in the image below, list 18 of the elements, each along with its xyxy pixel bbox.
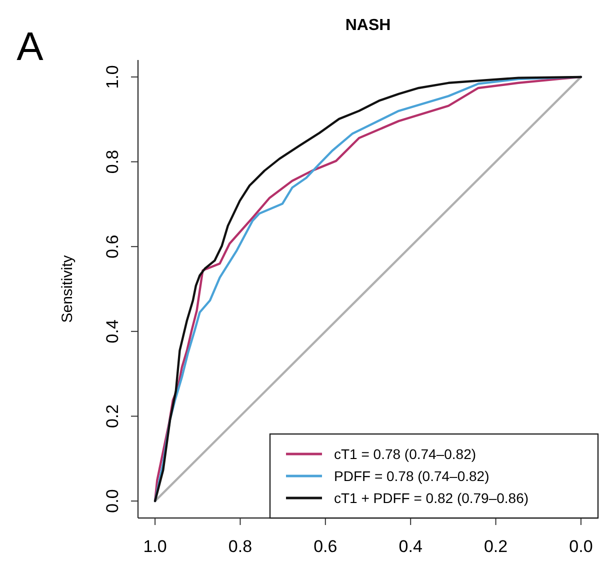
y-tick-label: 0.0 (103, 489, 122, 513)
y-axis-title: Sensitivity (59, 254, 76, 323)
x-tick-label: 1.0 (143, 537, 167, 556)
legend-label: cT1 + PDFF = 0.82 (0.79–0.86) (334, 490, 529, 506)
y-tick-label: 0.6 (103, 234, 122, 258)
y-tick-label: 0.2 (103, 404, 122, 428)
x-tick-label: 0.8 (228, 537, 252, 556)
x-tick-label: 0.0 (569, 537, 593, 556)
legend-label: PDFF = 0.78 (0.74–0.82) (334, 468, 490, 484)
x-tick-label: 0.2 (484, 537, 508, 556)
x-tick-label: 0.6 (314, 537, 338, 556)
y-tick-label: 0.4 (103, 320, 122, 344)
chart-title: NASH (345, 17, 391, 34)
y-tick-label: 1.0 (103, 65, 122, 89)
x-tick-label: 0.4 (398, 537, 422, 556)
text: A (16, 25, 44, 69)
y-tick-label: 0.8 (103, 150, 122, 174)
legend-label: cT1 = 0.78 (0.74–0.82) (334, 446, 476, 462)
